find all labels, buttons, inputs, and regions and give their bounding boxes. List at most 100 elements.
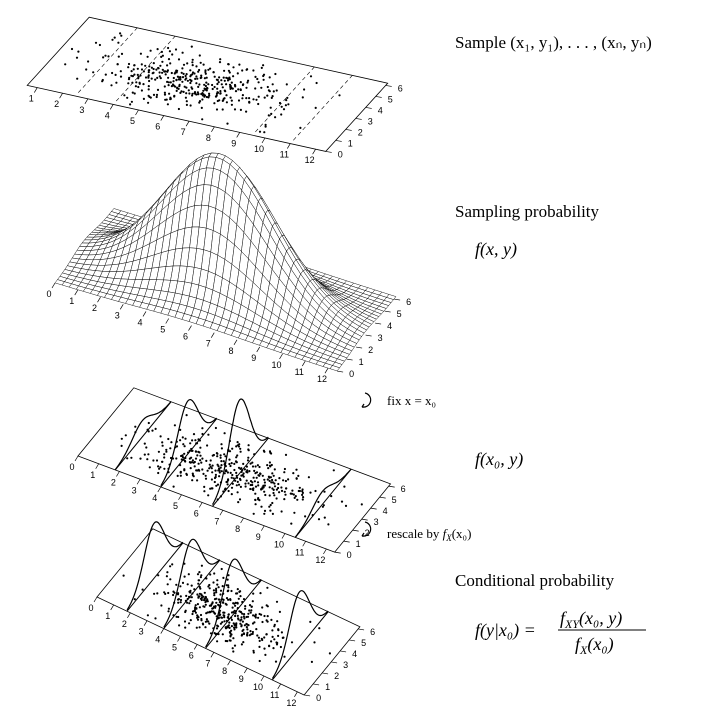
sample-dot: [218, 76, 221, 79]
x-tick-label: 0: [88, 603, 93, 613]
sample-dot: [233, 644, 237, 647]
sample-dot: [240, 643, 243, 646]
sample-dot: [219, 454, 222, 457]
sample-dot: [266, 615, 269, 618]
sample-dot: [249, 480, 253, 483]
sample-dot: [218, 471, 221, 474]
sample-dot: [263, 478, 266, 481]
sample-dot: [235, 622, 238, 625]
y-tick: [349, 639, 356, 642]
y-tick: [355, 118, 362, 120]
rescale-args: (x₀): [452, 526, 472, 541]
sample-dot: [271, 487, 274, 490]
sample-dot: [198, 68, 201, 72]
sample-dot: [64, 63, 67, 66]
sample-dot: [203, 95, 206, 98]
x-tick: [243, 667, 248, 674]
sample-dot: [216, 82, 219, 86]
num-sub: XY: [564, 617, 580, 631]
sample-dot: [147, 94, 150, 97]
slice-line: [271, 611, 329, 681]
x-tick: [178, 494, 182, 500]
sample-dot: [269, 509, 272, 512]
sample-dot: [209, 487, 212, 490]
sample-dot: [146, 458, 149, 461]
sample-dot: [207, 585, 210, 588]
sample-dot: [287, 103, 290, 106]
y-tick-label: 3: [368, 116, 373, 126]
x-tick-label: 5: [160, 325, 165, 335]
sample-dot: [173, 424, 176, 427]
sample-dot: [189, 467, 192, 470]
x-tick-label: 1: [105, 611, 110, 621]
sample-dot: [271, 95, 274, 98]
sample-dot: [166, 80, 169, 83]
sample-dot: [208, 92, 211, 95]
sample-dot: [253, 480, 256, 483]
sample-dot: [239, 450, 242, 453]
sample-dot: [201, 468, 204, 471]
sample-dot: [257, 498, 260, 501]
sample-dot: [151, 429, 154, 432]
sample-dot: [111, 71, 114, 75]
sample-dot: [210, 478, 213, 481]
sample-dot: [212, 589, 215, 592]
x-tick: [93, 596, 98, 603]
sample-dot: [275, 641, 278, 644]
sample-dot: [184, 74, 187, 78]
sample-dot: [223, 453, 226, 456]
sample-dot: [175, 89, 178, 92]
sample-dot: [274, 660, 278, 663]
sample-dot: [215, 597, 218, 600]
sample-dot: [225, 83, 228, 86]
sample-dot: [263, 647, 266, 650]
sample-dot: [221, 621, 224, 624]
sample-dot: [271, 629, 274, 632]
sample-dot: [298, 486, 301, 489]
sample-dot: [179, 91, 182, 94]
sampling-label: Sampling probability: [455, 202, 600, 221]
y-tick: [334, 551, 341, 554]
sample-dot: [204, 70, 207, 74]
sample-dot: [270, 618, 273, 622]
formula-den: fX(x₀): [575, 634, 614, 657]
sample-dot: [199, 587, 202, 590]
sample-dot: [164, 73, 167, 76]
sample-dot: [291, 489, 294, 492]
sample-dot: [202, 89, 205, 92]
sample-dot: [131, 75, 134, 78]
x-tick-label: 6: [155, 122, 160, 132]
rescale-label: rescale by fX(x₀): [387, 526, 471, 543]
x-tick-label: 5: [130, 116, 135, 126]
y-tick: [384, 310, 391, 313]
sample-dot: [280, 486, 283, 489]
sample-dot: [229, 464, 232, 468]
sample-dot: [264, 653, 267, 657]
sample-dot: [249, 487, 252, 491]
sample-dot: [204, 84, 207, 88]
sample-dot: [303, 88, 306, 91]
x-tick-label: 7: [206, 339, 211, 349]
sample-dot: [232, 66, 235, 69]
sample-dot: [230, 486, 234, 489]
sample-dot: [143, 442, 146, 445]
sample-dot: [233, 628, 236, 631]
sample-dot: [204, 620, 207, 623]
sample-dot: [146, 55, 149, 58]
sample-dot: [140, 63, 143, 66]
sample-dot: [232, 611, 235, 614]
sample-dot: [260, 66, 263, 69]
sample-dot: [242, 615, 245, 618]
formula-num: fXY(x₀, y): [560, 608, 622, 631]
sample-dot: [241, 620, 244, 623]
sample-dot: [181, 454, 184, 457]
sample-dot: [284, 493, 287, 496]
x-tick-label: 7: [214, 516, 219, 526]
sample-dot: [194, 611, 197, 614]
den-args: (x₀): [587, 634, 613, 655]
sample-dot: [213, 75, 216, 78]
x-tick: [198, 502, 203, 508]
sample-dot: [147, 69, 150, 72]
sample-dot: [262, 78, 265, 81]
sample-dot: [170, 71, 173, 75]
